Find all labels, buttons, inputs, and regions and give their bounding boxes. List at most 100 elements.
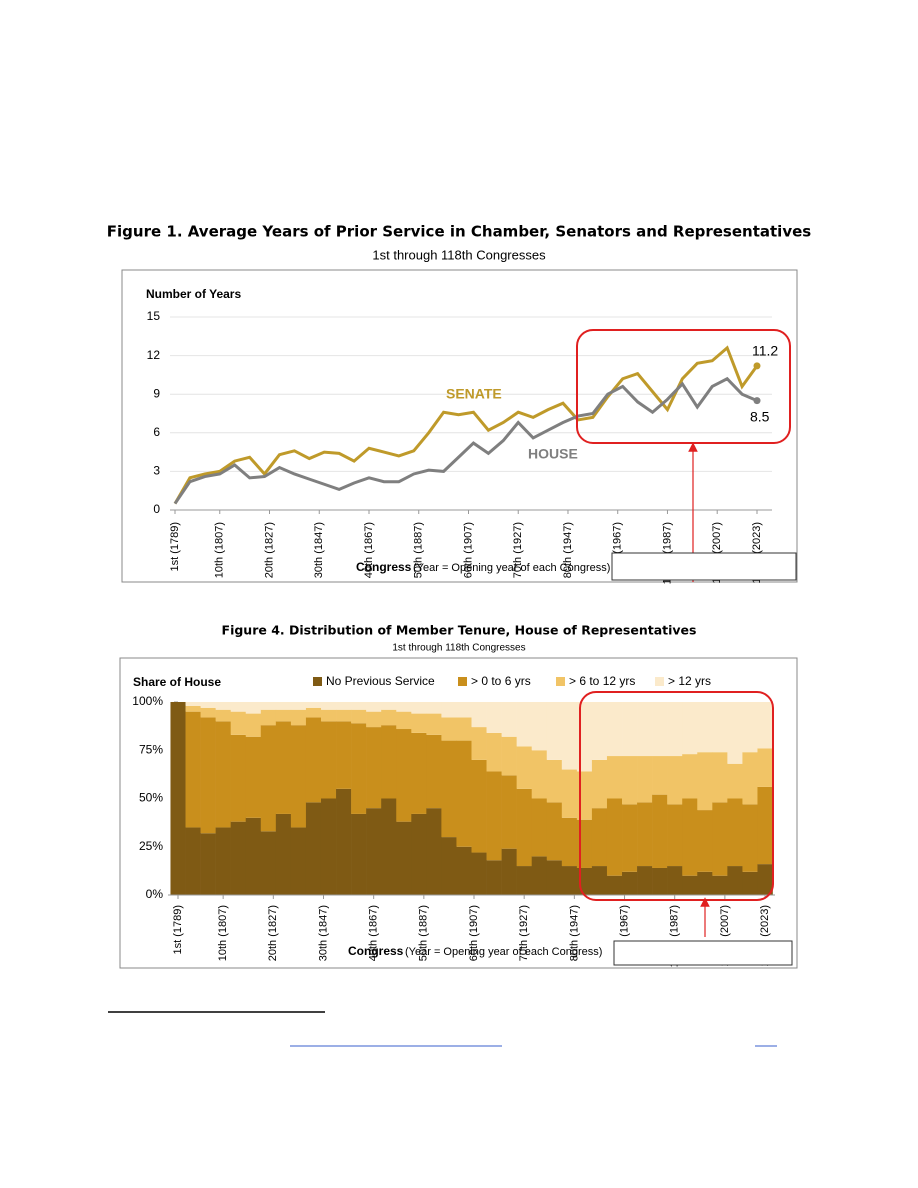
x-tick-label: 70th (1927) — [512, 522, 524, 578]
bar-segment — [230, 702, 247, 712]
bar-segment — [441, 702, 457, 718]
bar-segment — [501, 702, 517, 737]
bar-segment — [561, 817, 578, 867]
x-tick-label: 40th (1867) — [363, 522, 375, 578]
bar-segment — [275, 702, 292, 710]
bar-segment — [682, 754, 698, 799]
bar-segment — [697, 752, 713, 811]
bar-segment — [215, 827, 231, 895]
bar-segment — [381, 709, 397, 726]
y-tick-label: 100% — [132, 694, 163, 708]
bar-segment — [336, 709, 352, 722]
y-tick-label: 25% — [139, 839, 163, 853]
x-axis-note: (Year = Opening year of each Congress) — [413, 562, 610, 574]
bar-segment — [712, 875, 728, 895]
bar-segment — [727, 866, 743, 895]
bar-segment — [215, 709, 231, 722]
end-label: 8.5 — [750, 409, 770, 425]
bar-segment — [351, 723, 367, 814]
bar-segment — [426, 734, 442, 809]
y-tick-label: 3 — [153, 464, 160, 478]
bar-segment — [411, 732, 427, 814]
bar-segment — [591, 866, 608, 895]
y-tick-label: 0 — [153, 502, 160, 516]
bar-segment — [637, 802, 653, 867]
y-tick-label: 75% — [139, 742, 163, 756]
bar-segment — [471, 727, 487, 760]
y-tick-label: 12 — [147, 348, 161, 362]
bar-segment — [366, 711, 382, 728]
bar-segment — [516, 702, 533, 747]
bar-segment — [441, 717, 457, 741]
bar-segment — [396, 729, 412, 822]
x-tick-label: 80th (1947) — [562, 522, 574, 578]
bar-segment — [290, 702, 307, 710]
bar-segment — [185, 705, 201, 712]
bar-segment — [411, 713, 427, 733]
highlight-box — [579, 691, 774, 901]
bar-segment — [275, 721, 292, 814]
bar-segment — [366, 727, 382, 809]
bar-segment — [667, 866, 683, 895]
bar-segment — [441, 740, 457, 838]
bar-segment — [697, 702, 713, 753]
bar-segment — [185, 702, 201, 706]
bar-segment — [411, 813, 427, 895]
end-point — [753, 362, 761, 370]
bar-segment — [561, 702, 578, 770]
bar-segment — [606, 756, 623, 799]
legend-swatch — [655, 677, 664, 686]
bar-segment — [727, 763, 743, 799]
bar-segment — [546, 860, 563, 895]
legend-label: No Previous Service — [326, 674, 435, 688]
bar-segment — [456, 702, 472, 718]
bar-segment — [531, 856, 548, 895]
bar-segment — [260, 702, 277, 710]
bar-segment — [456, 717, 472, 741]
bar-segment — [531, 798, 548, 857]
bar-segment — [290, 709, 307, 726]
figure-title: Figure 1. Average Years of Prior Service… — [107, 223, 811, 241]
bar-segment — [200, 833, 216, 895]
callout-box — [613, 940, 793, 966]
bar-segment — [727, 798, 743, 867]
bar-segment — [200, 702, 216, 708]
bar-segment — [351, 813, 367, 895]
legend-label: > 6 to 12 yrs — [569, 674, 635, 688]
figure-subtitle: 1st through 118th Congresses — [392, 643, 525, 654]
bar-segment — [561, 866, 578, 895]
bar-segment — [260, 709, 277, 726]
bar-segment — [757, 786, 773, 865]
bar-segment — [245, 702, 262, 714]
bar-segment — [757, 864, 773, 895]
bar-segment — [185, 827, 201, 895]
bar-segment — [697, 810, 713, 872]
bar-segment — [320, 709, 337, 722]
bar-segment — [501, 736, 517, 776]
bar-segment — [320, 702, 337, 710]
figure-title: Figure 4. Distribution of Member Tenure,… — [222, 623, 697, 638]
x-tick-label: 50th (1887) — [418, 905, 430, 961]
x-tick-label: 20th (1827) — [267, 905, 279, 961]
bar-segment — [591, 702, 608, 760]
bar-segment — [215, 721, 231, 828]
bar-segment — [260, 831, 277, 895]
y-tick-label: 15 — [147, 309, 161, 323]
bar-segment — [682, 798, 698, 876]
bar-segment — [426, 808, 442, 895]
bar-segment — [260, 725, 277, 832]
bar-segment — [622, 756, 638, 805]
bar-segment — [471, 702, 487, 728]
legend-label: > 12 yrs — [668, 674, 711, 688]
bar-segment — [697, 871, 713, 895]
bar-segment — [667, 756, 683, 805]
bar-segment — [667, 702, 683, 757]
bar-segment — [742, 804, 758, 872]
figure-subtitle: 1st through 118th Congresses — [372, 247, 546, 262]
x-tick-label: 1st (1789) — [172, 905, 184, 955]
bar-segment — [712, 802, 728, 876]
callout-box — [611, 552, 797, 581]
bar-segment — [320, 798, 337, 895]
x-axis-note: (Year = Opening year of each Congress) — [405, 946, 602, 958]
x-tick-label: 30th (1847) — [317, 905, 329, 961]
